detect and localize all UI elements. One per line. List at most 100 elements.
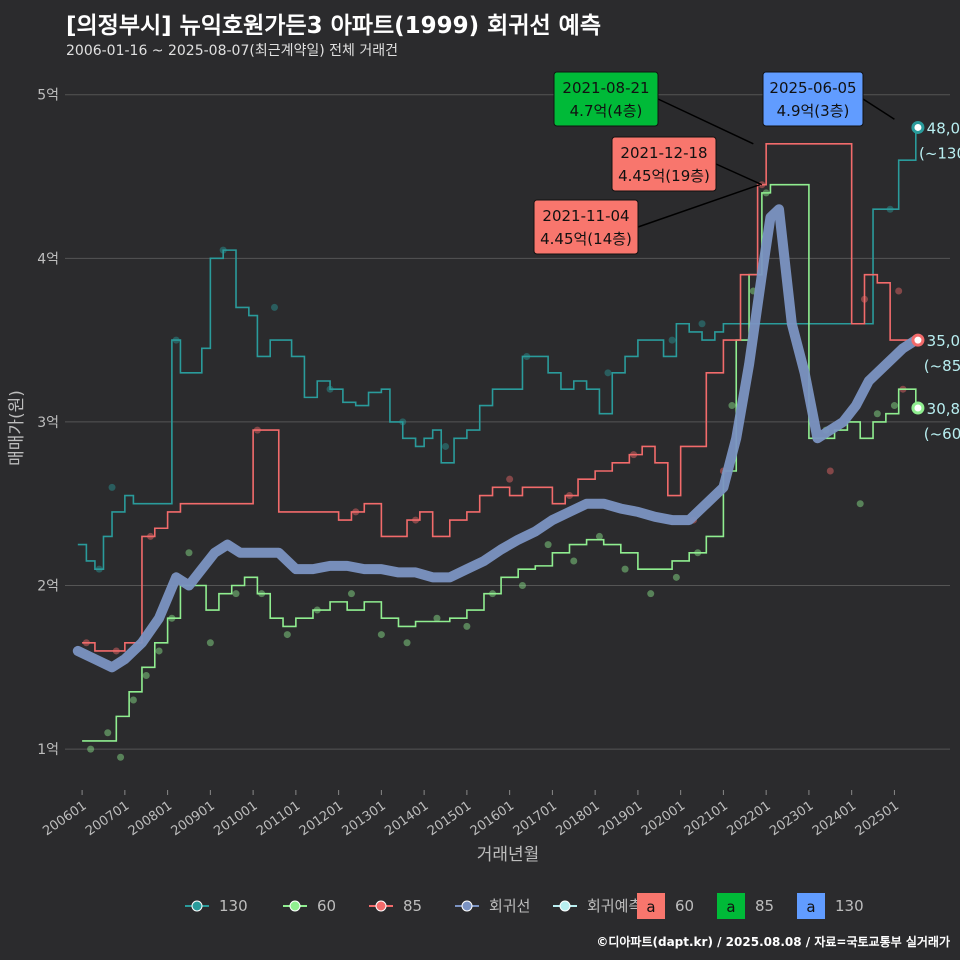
credit-text: ©디아파트(dapt.kr) / 2025.08.08 / 자료=국토교통부 실… — [596, 935, 950, 949]
legend-box-label: 60 — [675, 897, 694, 915]
y-tick-label: 4억 — [37, 251, 59, 267]
x-tick-label: 201201 — [297, 798, 346, 839]
annotation-value: 4.45억(19층) — [618, 167, 710, 185]
annotations: 2021-08-21 4.7억(4층) 2021-12-18 4.45억(19층) 20… — [533, 71, 895, 255]
legend-box-swatch — [717, 893, 745, 919]
legend-box-letter: a — [806, 898, 815, 916]
annotation-value: 4.9억(3층) — [777, 102, 850, 120]
legend-box-swatch — [797, 893, 825, 919]
legend-label: 85 — [403, 897, 422, 915]
y-tick-label: 1억 — [37, 742, 59, 758]
forecast-size-label: (~60㎡) — [924, 425, 960, 443]
annotation-box — [762, 71, 864, 127]
annotation-box — [533, 199, 639, 255]
legend-box-swatch — [637, 893, 665, 919]
forecast-point-85 — [911, 333, 925, 347]
data-point — [403, 639, 411, 647]
y-tick-label: 5억 — [37, 88, 59, 104]
data-point — [826, 467, 834, 475]
x-tick-label: 202001 — [639, 798, 688, 839]
legend-box-label: 85 — [755, 897, 774, 915]
x-tick-label: 201401 — [382, 798, 431, 839]
data-point — [890, 402, 898, 410]
data-point — [442, 442, 450, 450]
legend-key-dot — [289, 900, 301, 912]
y-axis-title: 매매가(원) — [7, 390, 27, 466]
data-point — [873, 410, 881, 418]
annotation-leader — [715, 163, 763, 186]
data-point — [347, 590, 355, 598]
data-point — [377, 631, 385, 639]
data-point — [698, 320, 706, 328]
legend-label: 회귀예측 — [587, 897, 642, 915]
forecast-value-label: 48,000 — [927, 119, 960, 137]
data-point — [595, 532, 603, 540]
data-point — [647, 590, 655, 598]
x-tick-label: 200901 — [169, 798, 218, 839]
annotation-box — [611, 136, 717, 192]
legend-label: 130 — [219, 897, 248, 915]
forecast-value-label: 35,000 — [927, 332, 960, 350]
y-tick-label: 3억 — [37, 415, 59, 431]
data-point — [856, 500, 864, 508]
annotation-date: 2025-06-05 — [769, 79, 856, 97]
data-point — [87, 745, 95, 753]
x-tick-label: 202201 — [724, 798, 773, 839]
regression-line-group — [72, 204, 921, 673]
forecast-size-label: (~85㎡) — [924, 357, 960, 375]
regression-line — [72, 204, 921, 673]
data-point — [895, 287, 903, 295]
annotation-box — [553, 71, 659, 127]
x-tick-label: 201301 — [340, 798, 389, 839]
legend-label: 60 — [317, 897, 336, 915]
forecast-point-60 — [911, 401, 925, 415]
legend-box-letter: a — [646, 898, 655, 916]
annotation-value: 4.7억(4층) — [570, 102, 643, 120]
annotation-leader — [862, 98, 895, 120]
data-point — [270, 303, 278, 311]
data-point — [206, 639, 214, 647]
forecast-value-label: 30,850 — [927, 400, 960, 418]
x-tick-label: 201501 — [425, 798, 474, 839]
data-point — [185, 549, 193, 557]
x-tick-label: 201901 — [596, 798, 645, 839]
y-axis: 1억 2억 3억 4억 5억 — [37, 88, 59, 758]
data-point — [544, 541, 552, 549]
data-point — [108, 483, 116, 491]
data-point — [463, 622, 471, 630]
data-point — [672, 573, 680, 581]
data-point — [621, 565, 629, 573]
x-tick-label: 201001 — [211, 798, 260, 839]
data-point — [129, 696, 137, 704]
annotation-date: 2021-12-18 — [620, 144, 707, 162]
annotation-value: 4.45억(14층) — [540, 230, 632, 248]
data-point — [604, 369, 612, 377]
data-point — [142, 671, 150, 679]
legend-key-dot — [461, 900, 473, 912]
x-tick-label: 200601 — [40, 798, 89, 839]
forecast-point-130 — [911, 120, 925, 134]
legend-label: 회귀선 — [489, 897, 530, 915]
x-tick-label: 202501 — [853, 798, 902, 839]
data-point — [104, 729, 112, 737]
data-point — [570, 557, 578, 565]
y-tick-label: 2억 — [37, 579, 59, 595]
x-tick-label: 201601 — [468, 798, 517, 839]
x-axis-title: 거래년월 — [477, 845, 540, 865]
data-point — [433, 614, 441, 622]
x-tick-label: 200701 — [83, 798, 132, 839]
data-point — [518, 582, 526, 590]
data-point — [668, 336, 676, 344]
data-point — [232, 590, 240, 598]
annotation-date: 2021-08-21 — [562, 79, 649, 97]
series-line-85 — [82, 142, 916, 652]
forecast-points: 48,000 (~130㎡) 35,000 (~85㎡) 30,850 (~60㎡) — [911, 119, 960, 443]
series-lines — [77, 127, 917, 742]
data-point — [155, 647, 163, 655]
legend: 130 60 85 회귀선 회귀예측 a 60 a 85 a 130 — [185, 893, 864, 919]
x-tick-label: 201701 — [511, 798, 560, 839]
legend-key-dot — [191, 900, 203, 912]
data-point — [283, 631, 291, 639]
data-point — [117, 753, 125, 761]
